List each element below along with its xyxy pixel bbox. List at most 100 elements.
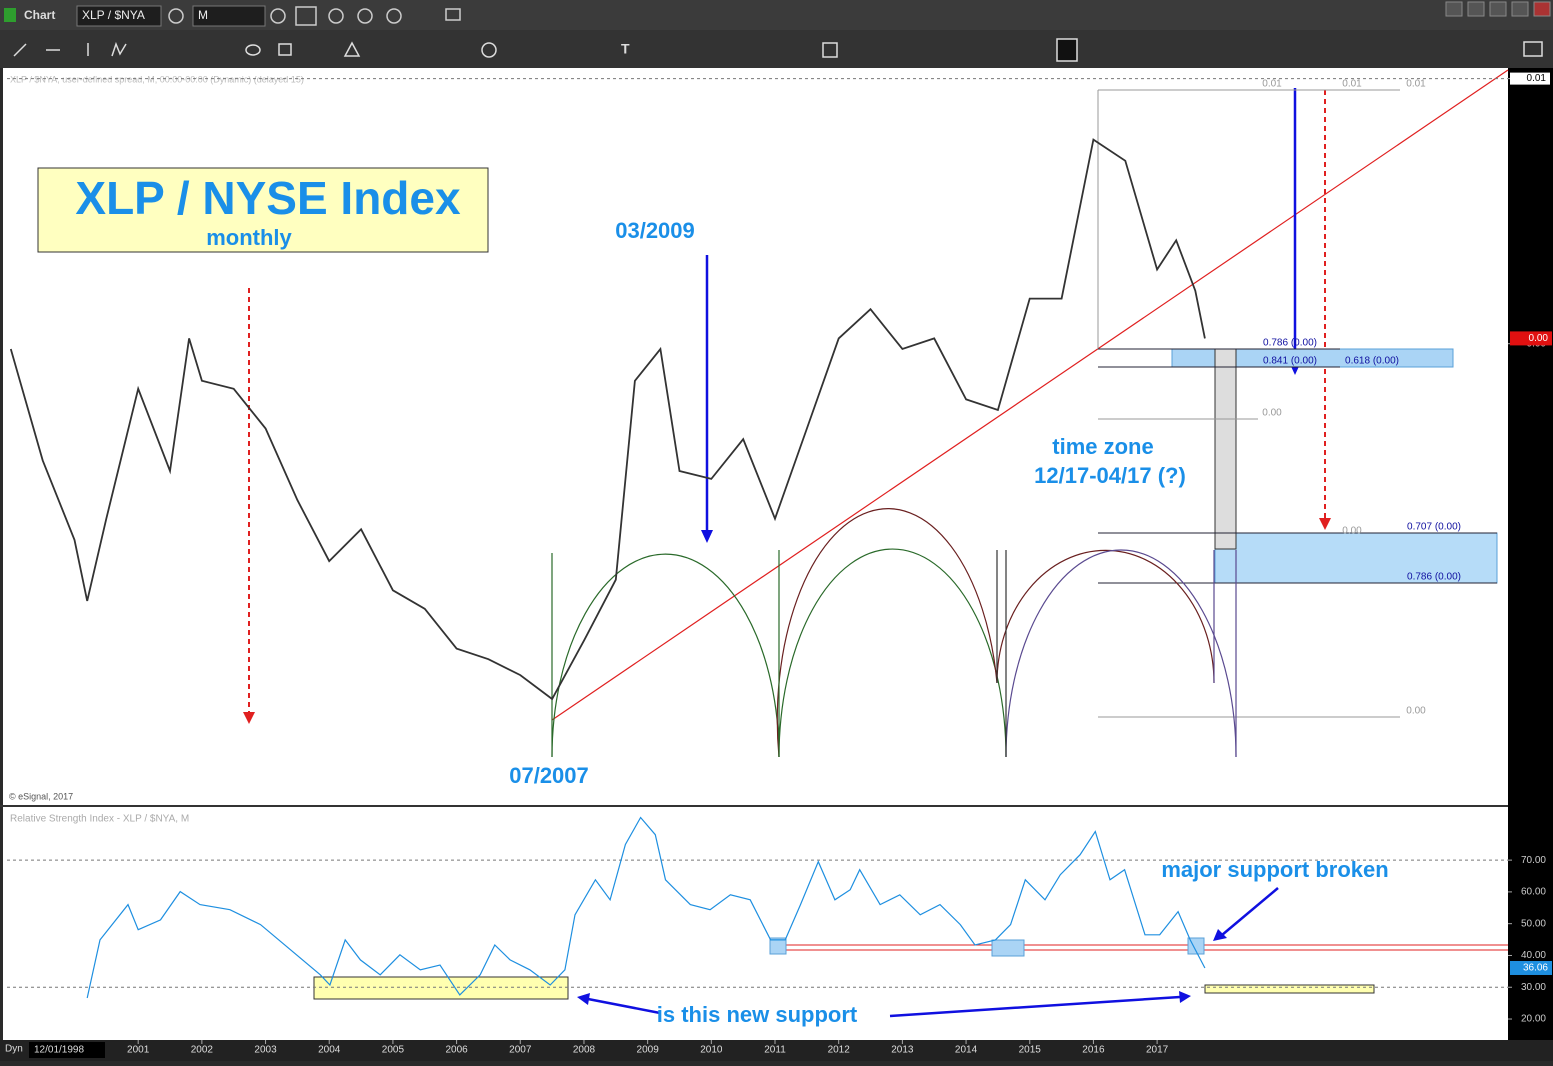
fib-label: 0.00: [1406, 706, 1426, 717]
fib-label: 0.841 (0.00): [1263, 356, 1317, 367]
fib-label: 0.01: [1342, 79, 1362, 90]
symbol-input[interactable]: [76, 5, 162, 27]
fib-label: 0.00: [1342, 526, 1362, 537]
symbol-text: XLP / $NYA: [82, 8, 145, 22]
tool-circle[interactable]: [481, 42, 497, 58]
x-tick-label: 2003: [254, 1045, 277, 1056]
play-icon[interactable]: [357, 8, 373, 24]
replay-icon[interactable]: [386, 8, 402, 24]
cycle-arc: [996, 549, 1215, 684]
rsi-panel: [3, 807, 1508, 1040]
cycle-arc: [776, 508, 998, 758]
arrow: [889, 995, 1181, 1018]
price-axis: [1508, 68, 1553, 1040]
tool-text[interactable]: T: [621, 41, 630, 57]
annotation: time zone: [1052, 434, 1153, 459]
fib-label: 0.00: [1262, 408, 1282, 419]
tool-rect[interactable]: [278, 43, 292, 56]
x-tick-label: 2015: [1019, 1045, 1042, 1056]
rsi-header: Relative Strength Index - XLP / $NYA, M: [10, 814, 189, 825]
tool-line[interactable]: [13, 43, 27, 57]
trend-line: [551, 69, 1509, 721]
tool-triangle[interactable]: [343, 41, 361, 57]
refresh-icon[interactable]: [328, 8, 344, 24]
time-zone-box: [1214, 348, 1237, 550]
fib-label: 0.707 (0.00): [1407, 522, 1461, 533]
start-date: 12/01/1998: [34, 1045, 84, 1056]
help-button[interactable]: [1445, 1, 1463, 17]
x-tick-label: 2005: [382, 1045, 405, 1056]
x-tick-label: 2013: [891, 1045, 914, 1056]
test-box: [769, 937, 787, 955]
arrow-head: [243, 712, 255, 724]
y-tick-label: 50.00: [1521, 918, 1546, 929]
x-tick-label: 2002: [191, 1045, 214, 1056]
drawing-tools: [13, 38, 1543, 62]
y-tick-label: 60.00: [1521, 887, 1546, 898]
x-tick-label: 2009: [637, 1045, 660, 1056]
window-title: Chart: [24, 8, 55, 22]
window-buttons: [1445, 1, 1551, 17]
tool-panel[interactable]: [1523, 41, 1543, 57]
copyright: © eSignal, 2017: [9, 791, 73, 801]
annotation: is this new support: [657, 1002, 858, 1027]
x-tick-label: 2010: [700, 1045, 723, 1056]
y-tick-label: 40.00: [1521, 950, 1546, 961]
x-tick-label: 2006: [445, 1045, 468, 1056]
restore-button[interactable]: [1467, 1, 1485, 17]
settings-icon[interactable]: [168, 8, 184, 24]
x-tick-label: 2007: [509, 1045, 532, 1056]
support-box: [313, 976, 569, 1000]
x-tick-label: 2017: [1146, 1045, 1169, 1056]
maximize-button[interactable]: [1511, 1, 1529, 17]
clock-icon[interactable]: [270, 8, 286, 24]
fib-label: 0.01: [1262, 79, 1282, 90]
draw-icon[interactable]: [295, 6, 317, 26]
arrow: [1221, 887, 1279, 936]
toolbar-icons: [168, 6, 461, 26]
support-box: [1204, 984, 1375, 994]
tool-grid[interactable]: [822, 42, 838, 58]
fib-zone: [1214, 532, 1498, 584]
fib-label: 0.786 (0.00): [1263, 338, 1317, 349]
annotation: 03/2009: [615, 218, 695, 243]
arrow-head: [1179, 991, 1191, 1003]
drawing-toolbar: [0, 30, 1553, 68]
last-value-label: 36.06: [1523, 963, 1548, 974]
y-tick-label: 0.01: [1527, 73, 1547, 84]
arrow-head: [1319, 518, 1331, 530]
interval-input[interactable]: [192, 5, 266, 27]
fib-label: 0.01: [1406, 79, 1426, 90]
dyn-label: Dyn: [5, 1044, 23, 1055]
tool-ellipse[interactable]: [245, 44, 261, 56]
tool-wave[interactable]: [111, 41, 127, 57]
app-icon: [4, 8, 16, 22]
data-line: [86, 816, 1206, 999]
chart-subtitle: monthly: [206, 225, 292, 250]
data-line: [9, 138, 1206, 701]
cycle-arc: [778, 548, 1007, 758]
price-header: XLP / $NYA, user-defined spread, M, 00:0…: [10, 74, 304, 84]
cycle-arc: [1005, 549, 1237, 758]
x-tick-label: 2004: [318, 1045, 341, 1056]
rsi-drawings: [313, 887, 1508, 1018]
test-box: [991, 939, 1025, 957]
tool-magnet[interactable]: [1056, 38, 1078, 62]
annotation: major support broken: [1161, 857, 1388, 882]
y-tick-box: [1510, 72, 1550, 85]
minimize-button[interactable]: [1489, 1, 1507, 17]
close-button[interactable]: [1533, 1, 1551, 17]
y-tick-label: 30.00: [1521, 982, 1546, 993]
y-tick-label: 20.00: [1521, 1014, 1546, 1025]
cycle-arc: [551, 553, 780, 758]
chart-title: XLP / NYSE Index: [75, 172, 461, 224]
chat-icon[interactable]: [445, 8, 461, 21]
title-box: [37, 167, 489, 253]
test-box: [1187, 937, 1205, 955]
last-value-box: [1510, 331, 1552, 346]
price-drawings: [243, 69, 1509, 758]
fib-label: 0.618 (0.00): [1345, 356, 1399, 367]
annotation: 12/17-04/17 (?): [1034, 463, 1186, 488]
arrow-head: [1213, 929, 1227, 941]
